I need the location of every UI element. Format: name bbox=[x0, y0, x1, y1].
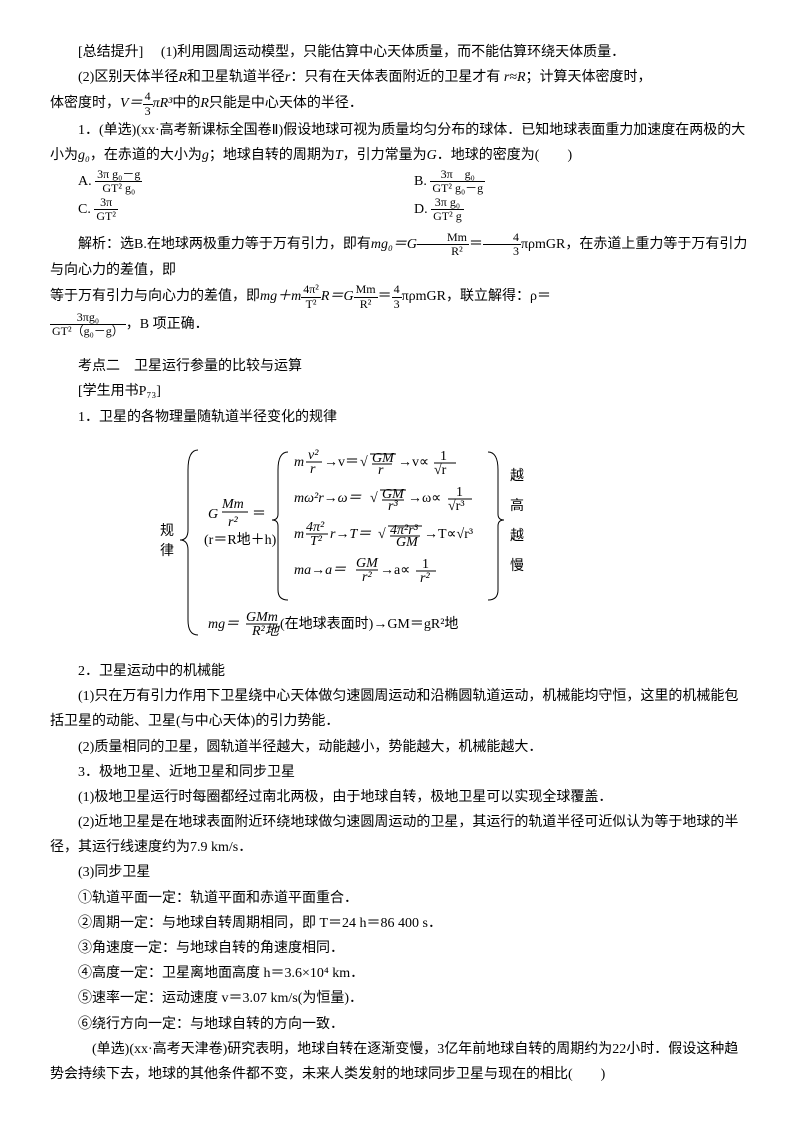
mech-s3: ③角速度一定：与地球自转的角速度相同． bbox=[50, 936, 750, 961]
svg-text:GMm: GMm bbox=[246, 610, 278, 625]
svg-text:(在地球表面时)→GM＝gR²地: (在地球表面时)→GM＝gR²地 bbox=[280, 616, 458, 632]
mech-p4: (2)近地卫星是在地球表面附近环绕地球做匀速圆周运动的卫星，其运行的轨道半径可近… bbox=[50, 810, 750, 860]
mech-h3: 3．极地卫星、近地卫星和同步卫星 bbox=[50, 760, 750, 785]
svg-text:√: √ bbox=[378, 527, 386, 542]
svg-text:r³: r³ bbox=[388, 499, 398, 514]
svg-text:ma→a＝: ma→a＝ bbox=[294, 563, 346, 578]
question-2: (单选)(xx·高考天津卷)研究表明，地球自转在逐渐变慢，3亿年前地球自转的周期… bbox=[50, 1037, 750, 1087]
svg-text:→T∝√r³: →T∝√r³ bbox=[424, 527, 473, 542]
svg-text:r: r bbox=[310, 462, 316, 477]
summary-block: [总结提升] (1)利用圆周运动模型，只能估算中心天体质量，而不能估算环绕天体质… bbox=[50, 40, 750, 65]
section2-title: 考点二 卫星运行参量的比较与运算 bbox=[50, 354, 750, 379]
svg-text:√: √ bbox=[370, 491, 378, 506]
option-a: A. 3π g₀－gGT² g₀ bbox=[78, 168, 414, 195]
summary-title: [总结提升] bbox=[78, 45, 143, 60]
svg-text:＝: ＝ bbox=[252, 507, 266, 522]
svg-text:m: m bbox=[294, 455, 304, 470]
mech-s4: ④高度一定：卫星离地面高度 h＝3.6×10⁴ km． bbox=[50, 961, 750, 986]
solution: 解析：选B.在地球两极重力等于万有引力，即有mg₀＝GMmR²＝43πρmGR，… bbox=[50, 231, 750, 284]
mech-h2: 2．卫星运动中的机械能 bbox=[50, 659, 750, 684]
option-c: C. 3πGT² bbox=[78, 196, 414, 223]
svg-text:GM: GM bbox=[356, 556, 379, 571]
svg-text:√r³: √r³ bbox=[448, 499, 465, 514]
mech-s5: ⑤速率一定：运动速度 v＝3.07 km/s(为恒量)． bbox=[50, 986, 750, 1011]
mech-p3: (1)极地卫星运行时每圈都经过南北两极，由于地球自转，极地卫星可以实现全球覆盖． bbox=[50, 785, 750, 810]
summary-p2: (2)区别天体半径R和卫星轨道半径r：只有在天体表面附近的卫星才有 r≈R；计算… bbox=[50, 65, 750, 90]
options-row2: C. 3πGT² D. 3π g₀GT² g bbox=[78, 196, 750, 223]
frac-43: 43 bbox=[143, 90, 153, 117]
solution-line3: 3πg₀GT²（g₀－g），B 项正确． bbox=[50, 311, 750, 338]
option-d: D. 3π g₀GT² g bbox=[414, 196, 750, 223]
svg-text:(r＝R地＋h): (r＝R地＋h) bbox=[204, 532, 277, 548]
svg-text:r²: r² bbox=[362, 570, 372, 585]
svg-text:r: r bbox=[378, 463, 384, 478]
svg-text:1: 1 bbox=[422, 557, 429, 572]
svg-text:1: 1 bbox=[456, 485, 463, 500]
svg-text:√: √ bbox=[360, 455, 368, 470]
mech-s2: ②周期一定：与地球自转周期相同，即 T＝24 h＝86 400 s． bbox=[50, 911, 750, 936]
svg-text:R²地: R²地 bbox=[251, 623, 281, 639]
svg-text:GM: GM bbox=[396, 535, 419, 550]
svg-text:r²: r² bbox=[420, 571, 430, 586]
mech-s6: ⑥绕行方向一定：与地球自转的方向一致． bbox=[50, 1012, 750, 1037]
svg-text:r→T＝: r→T＝ bbox=[330, 527, 371, 542]
mech-h4: (3)同步卫星 bbox=[50, 860, 750, 885]
mech-p2: (2)质量相同的卫星，圆轨道半径越大，动能越小，势能越大，机械能越大． bbox=[50, 735, 750, 760]
section2-h1: 1．卫星的各物理量随轨道半径变化的规律 bbox=[50, 405, 750, 430]
svg-text:4π²: 4π² bbox=[306, 520, 325, 535]
option-b: B. 3π g₀GT² g₀－g bbox=[414, 168, 750, 195]
summary-p1: (1)利用圆周运动模型，只能估算中心天体质量，而不能估算环绕天体质量． bbox=[161, 45, 625, 60]
svg-text:m: m bbox=[294, 527, 304, 542]
question-1: 1．(单选)(xx·高考新课标全国卷Ⅱ)假设地球可视为质量均匀分布的球体．已知地… bbox=[50, 118, 750, 168]
svg-text:→v＝: →v＝ bbox=[324, 455, 359, 470]
svg-text:T²: T² bbox=[310, 534, 323, 549]
volume-line: 体密度时，V＝43πR³中的R只能是中心天体的半径． bbox=[50, 90, 750, 117]
svg-text:G: G bbox=[208, 507, 218, 522]
svg-text:高: 高 bbox=[510, 497, 524, 514]
svg-text:mg＝: mg＝ bbox=[208, 617, 239, 632]
svg-text:√r: √r bbox=[434, 463, 447, 478]
svg-text:r²: r² bbox=[228, 515, 238, 530]
svg-text:越: 越 bbox=[510, 528, 524, 544]
svg-text:规: 规 bbox=[160, 523, 174, 539]
svg-text:1: 1 bbox=[440, 449, 447, 464]
svg-text:→ω∝: →ω∝ bbox=[408, 491, 441, 506]
svg-text:Mm: Mm bbox=[221, 497, 244, 512]
svg-text:越: 越 bbox=[510, 468, 524, 484]
svg-text:律: 律 bbox=[160, 543, 174, 559]
svg-text:→v∝: →v∝ bbox=[398, 455, 429, 470]
solution-line2: 等于万有引力与向心力的差值，即mg＋m4π²T²R＝GMmR²＝43πρmGR，… bbox=[50, 283, 750, 310]
mech-s1: ①轨道平面一定：轨道平面和赤道平面重合． bbox=[50, 886, 750, 911]
svg-text:→a∝: →a∝ bbox=[380, 563, 410, 578]
svg-text:慢: 慢 bbox=[510, 557, 524, 574]
rules-diagram: 规 律 G Mm r² ＝ (r＝R地＋h) m v² r →v＝ √ GM r… bbox=[50, 440, 750, 649]
mech-p1: (1)只在万有引力作用下卫星绕中心天体做匀速圆周运动和沿椭圆轨道运动，机械能均守… bbox=[50, 684, 750, 734]
svg-text:v²: v² bbox=[308, 448, 319, 463]
svg-text:mω²r→ω＝: mω²r→ω＝ bbox=[294, 491, 362, 506]
section2-sub: [学生用书P₇₃] bbox=[50, 379, 750, 404]
options-row1: A. 3π g₀－gGT² g₀ B. 3π g₀GT² g₀－g bbox=[78, 168, 750, 195]
